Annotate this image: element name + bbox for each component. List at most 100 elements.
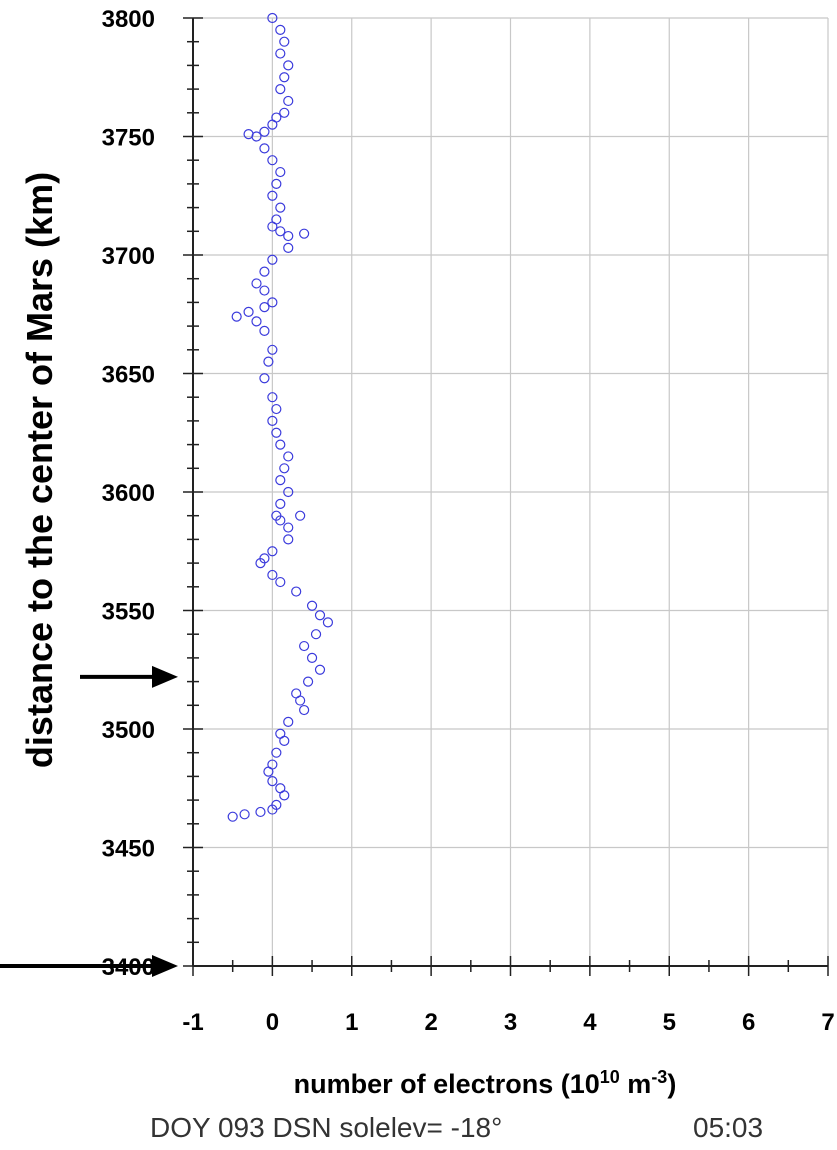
data-point	[275, 498, 286, 509]
data-point	[259, 302, 270, 313]
data-point	[275, 475, 286, 486]
x-tick-label: 4	[583, 1009, 597, 1036]
y-axis-label: distance to the center of Mars (km)	[19, 172, 60, 768]
data-point	[267, 190, 278, 201]
data-point	[267, 344, 278, 355]
y-tick-label: 3800	[102, 6, 155, 33]
data-point	[283, 522, 294, 533]
data-point	[267, 776, 278, 787]
data-point	[275, 24, 286, 35]
y-tick-labels: 340034503500355036003650370037503800	[102, 6, 155, 981]
data-point	[306, 652, 318, 664]
data-point	[299, 704, 310, 716]
x-tick-label: 1	[345, 1009, 358, 1036]
data-point	[306, 600, 318, 611]
data-point	[263, 766, 274, 777]
data-point	[275, 48, 286, 59]
data-point	[283, 230, 294, 242]
data-point	[259, 143, 270, 154]
data-point	[271, 427, 282, 438]
data-point	[279, 36, 290, 47]
y-tick-label: 3500	[102, 717, 155, 744]
data-point	[283, 716, 294, 727]
data-point	[310, 629, 322, 640]
data-point	[267, 804, 278, 815]
data-point	[271, 403, 282, 415]
data-point	[267, 297, 278, 308]
y-tick-label: 3550	[102, 599, 155, 626]
x-tick-label: -1	[182, 1009, 203, 1036]
data-point	[239, 809, 250, 820]
data-point	[283, 60, 294, 71]
x-axis-label: number of electrons (1010 m-3)	[294, 1067, 677, 1099]
footer-time: 05:03	[693, 1112, 763, 1143]
data-point	[267, 221, 278, 232]
data-point	[267, 254, 278, 265]
data-point	[322, 617, 334, 628]
x-tick-label: 5	[663, 1009, 676, 1036]
arrow-head	[152, 665, 178, 688]
data-point	[275, 515, 286, 526]
data-point	[275, 226, 286, 237]
data-point	[279, 72, 290, 83]
data-points	[227, 12, 334, 822]
data-point	[283, 95, 294, 107]
data-point	[267, 546, 278, 557]
data-point	[275, 202, 286, 213]
data-point	[283, 242, 294, 253]
x-tick-label: 7	[821, 1009, 834, 1036]
arrow-head	[152, 955, 178, 977]
x-tick-label: 6	[742, 1009, 755, 1036]
ticks	[183, 17, 829, 976]
data-point	[259, 266, 270, 277]
x-tick-label: 2	[424, 1009, 437, 1036]
data-point	[251, 316, 262, 327]
y-tick-label: 3650	[102, 362, 155, 389]
data-point	[275, 576, 286, 588]
grid	[193, 17, 829, 966]
data-point	[251, 278, 262, 289]
data-point	[279, 790, 290, 801]
data-point	[314, 610, 326, 621]
data-point	[227, 811, 238, 822]
data-point	[299, 640, 310, 652]
data-point	[283, 451, 294, 462]
data-point	[279, 107, 290, 118]
data-point	[259, 285, 270, 296]
footer-caption: DOY 093 DSN solelev= -18°	[150, 1112, 502, 1143]
x-tick-labels: -1 0 1 2 3 4 5 6 7	[182, 1009, 834, 1036]
data-point	[295, 695, 306, 706]
data-point	[275, 83, 286, 95]
data-point	[267, 155, 278, 166]
data-point	[295, 510, 306, 521]
data-point	[267, 392, 278, 403]
data-point	[299, 228, 310, 239]
data-point	[302, 676, 314, 687]
data-point	[291, 586, 302, 597]
data-point	[271, 747, 282, 758]
x-tick-label: 3	[504, 1009, 517, 1036]
data-point	[263, 356, 274, 367]
data-point	[267, 119, 278, 130]
data-point	[243, 129, 254, 140]
data-point	[279, 735, 290, 746]
data-point	[267, 415, 278, 426]
data-point	[275, 166, 286, 178]
y-tick-label: 3700	[102, 243, 155, 270]
data-point	[275, 439, 286, 450]
data-point	[283, 534, 294, 545]
data-point	[267, 569, 278, 581]
data-point	[259, 373, 270, 384]
data-point	[259, 126, 270, 137]
data-point	[255, 557, 266, 569]
data-point	[231, 311, 242, 322]
arrows	[0, 665, 178, 977]
data-point	[267, 12, 278, 24]
data-point	[314, 664, 326, 675]
y-tick-label: 3750	[102, 125, 155, 152]
x-tick-label: 0	[266, 1009, 279, 1036]
y-tick-label: 3450	[102, 836, 155, 863]
data-point	[255, 806, 266, 818]
data-point	[279, 463, 290, 474]
